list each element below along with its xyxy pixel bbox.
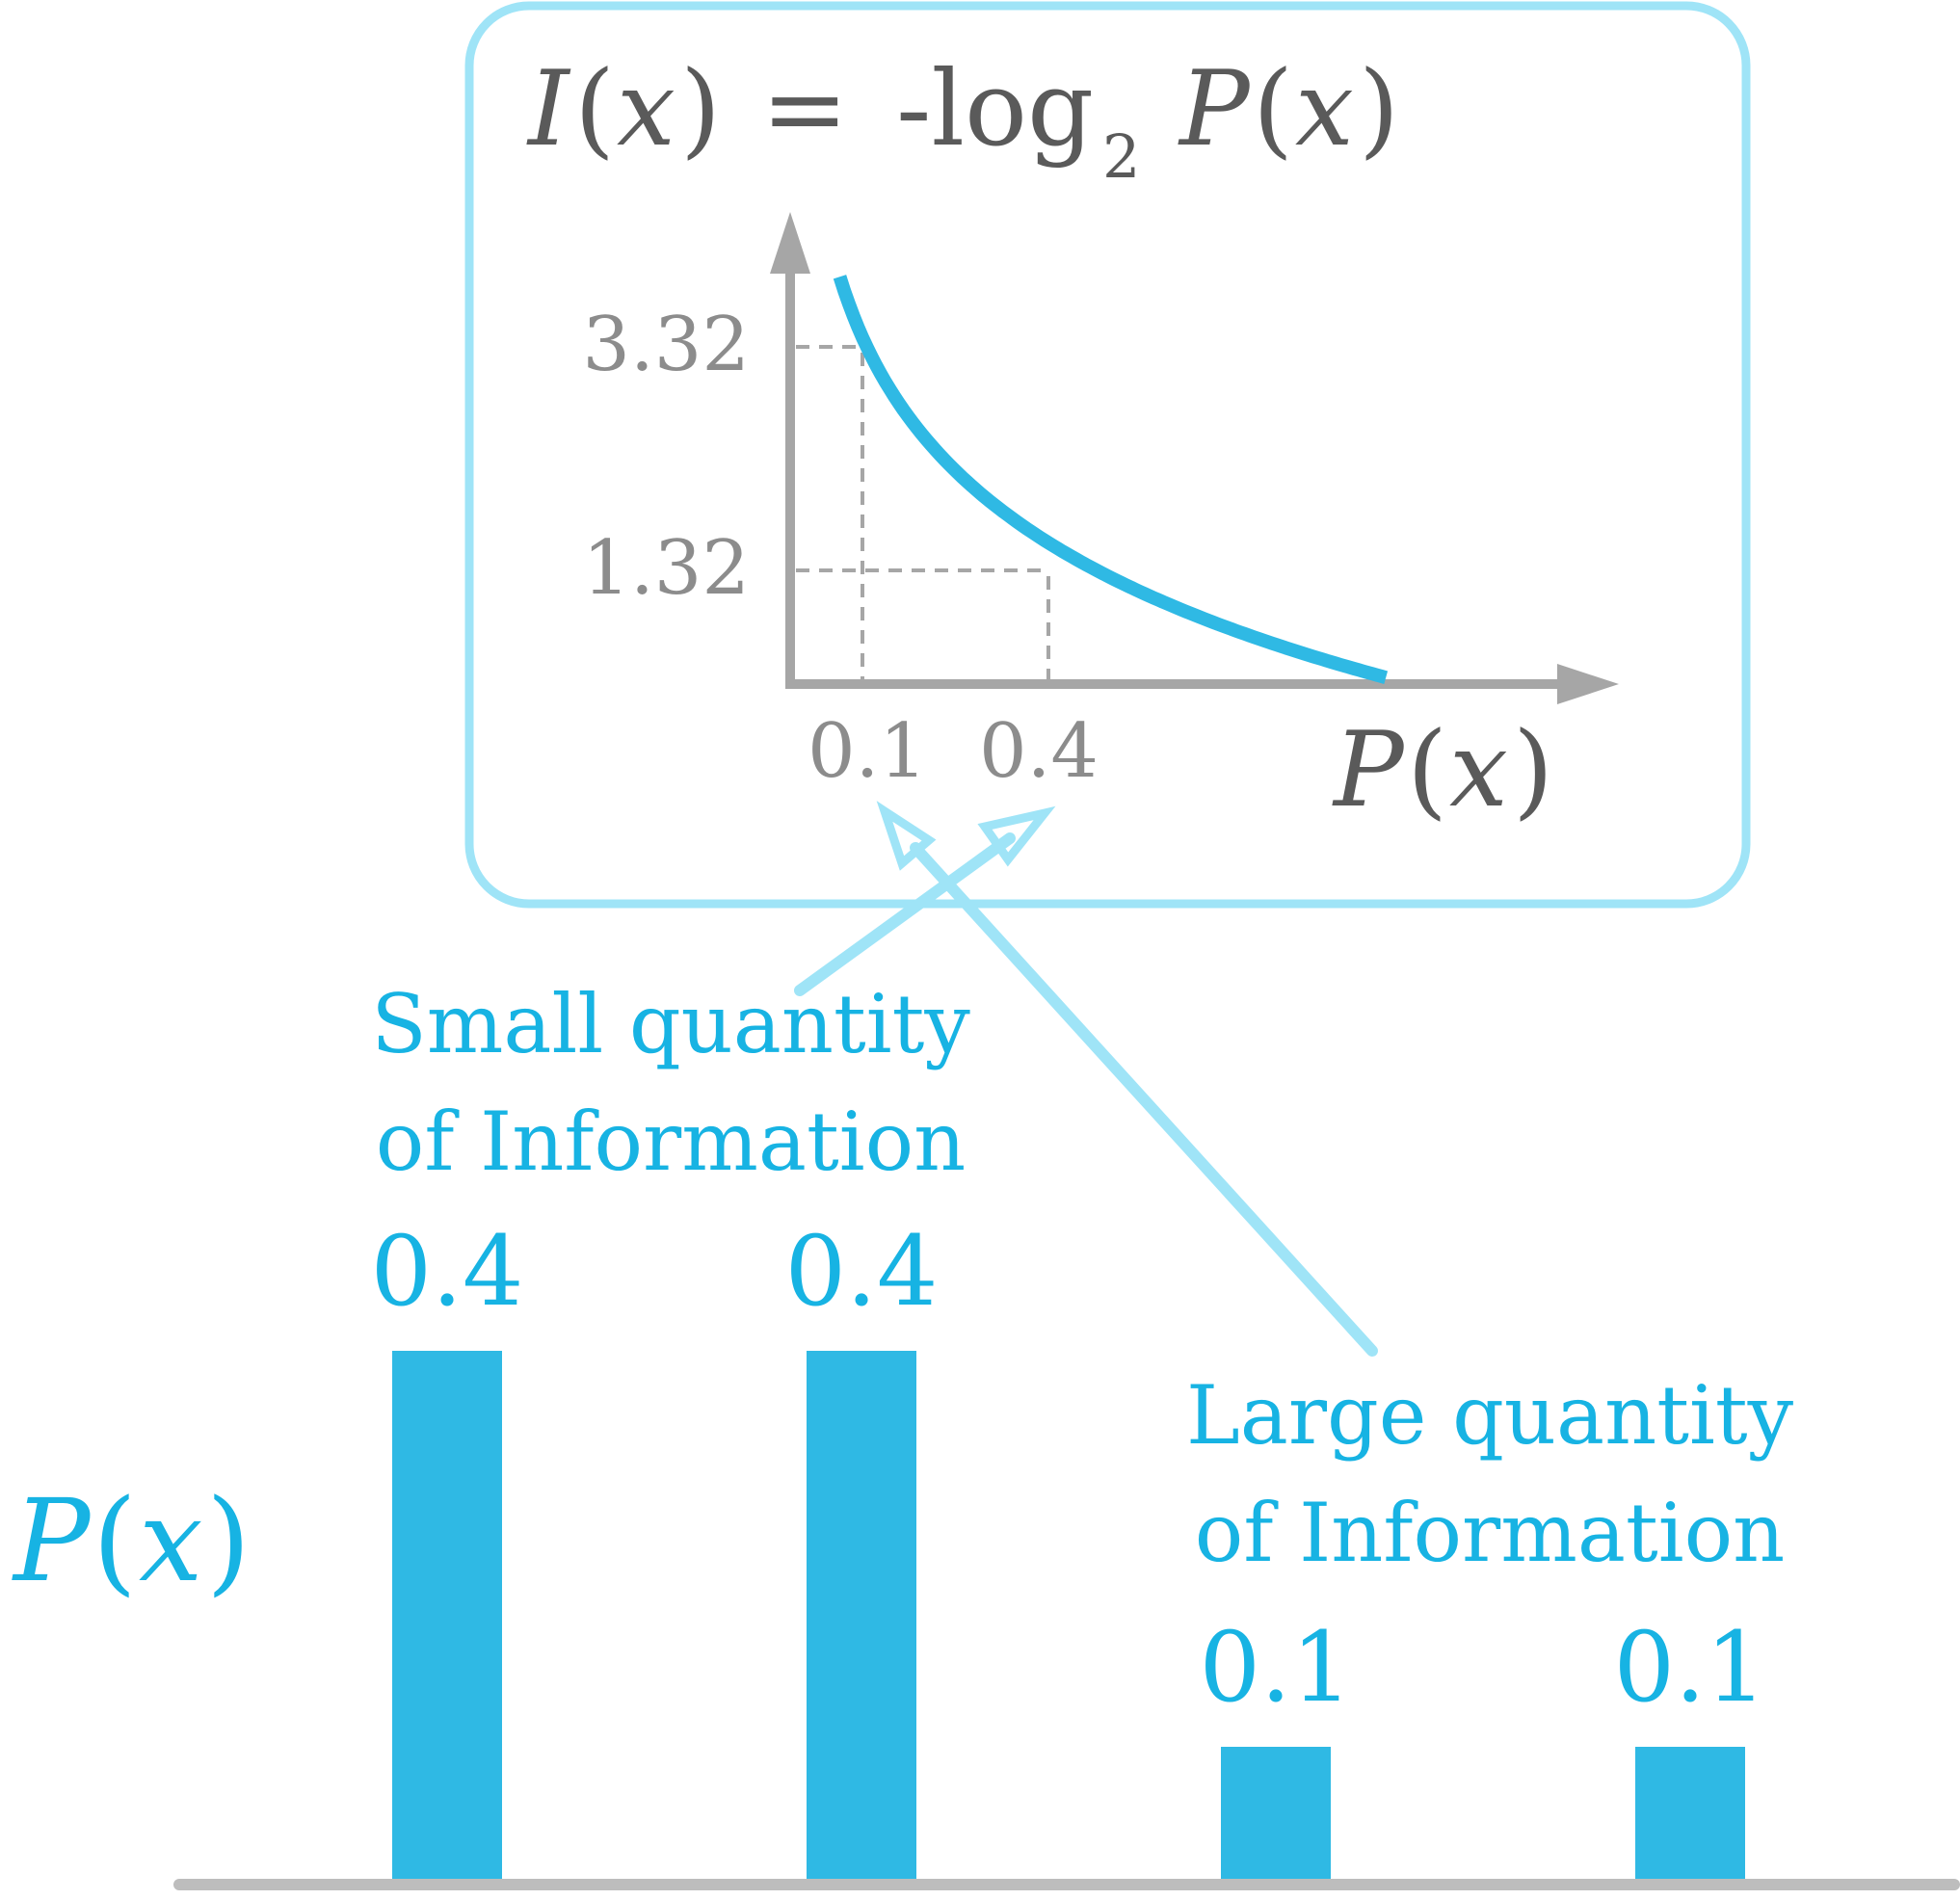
y-tick-3-32: 3.32 <box>582 302 750 388</box>
formula-rhs-var: x <box>1295 49 1354 170</box>
inset-x-label-open: ( <box>1407 710 1447 831</box>
bar-label-close: ) <box>206 1474 251 1607</box>
y-tick-1-32: 1.32 <box>582 525 750 612</box>
formula-log-base: 2 <box>1102 121 1140 192</box>
inset-y-axis-arrowhead <box>770 212 810 274</box>
annotation-small-line2: of Information <box>376 1095 967 1189</box>
formula-lhs-fn: I <box>526 49 571 170</box>
x-tick-0-4: 0.4 <box>979 708 1099 795</box>
probability-bar-labels: 0.4 0.4 0.1 0.1 <box>370 1215 1766 1724</box>
formula-lhs-close: ) <box>680 49 721 170</box>
bar-1 <box>392 1351 502 1879</box>
information-curve <box>833 275 1389 684</box>
bar-value-label-2: 0.4 <box>784 1215 938 1328</box>
arrow-small-info-head <box>977 805 1056 867</box>
inset-frame <box>464 1 1751 909</box>
bar-label-var: x <box>139 1474 203 1607</box>
inset-axes <box>770 212 1619 704</box>
formula-lhs-var: x <box>617 49 675 170</box>
formula: I ( x ) = -log 2 P ( x ) <box>526 49 1399 192</box>
bar-axis-label: P ( x ) <box>12 1474 251 1607</box>
pointer-arrows <box>794 801 1378 1357</box>
inset-guides <box>796 345 1050 680</box>
formula-rhs-close: ) <box>1359 49 1399 170</box>
inset-x-axis-label: P ( x ) <box>1332 710 1553 831</box>
formula-equals: = <box>761 49 849 170</box>
formula-neg-log: -log <box>896 49 1094 170</box>
bar-value-label-3: 0.1 <box>1199 1611 1352 1724</box>
bar-4 <box>1635 1747 1745 1879</box>
bar-3 <box>1221 1747 1331 1879</box>
bar-label-fn: P <box>12 1474 93 1607</box>
arrow-small-info <box>794 832 1016 996</box>
annotation-large-line2: of Information <box>1195 1486 1786 1580</box>
formula-lhs-open: ( <box>574 49 615 170</box>
probability-bars <box>392 1351 1745 1879</box>
inset-x-axis-arrowhead <box>1557 664 1619 704</box>
arrow-large-info <box>910 842 1378 1357</box>
bar-label-open: ( <box>93 1474 137 1607</box>
inset-x-label-fn: P <box>1332 710 1406 831</box>
bar-value-label-1: 0.4 <box>370 1215 523 1328</box>
inset-x-label-var: x <box>1449 710 1508 831</box>
annotation-small-line1: Small quantity <box>371 977 970 1071</box>
x-tick-0-1: 0.1 <box>808 708 927 795</box>
formula-rhs-open: ( <box>1253 49 1293 170</box>
formula-rhs-fn: P <box>1178 49 1252 170</box>
annotation-large-line1: Large quantity <box>1186 1368 1794 1463</box>
arrow-large-info-head <box>876 801 937 871</box>
inset-x-label-close: ) <box>1513 710 1553 831</box>
bar-value-label-4: 0.1 <box>1613 1611 1766 1724</box>
bar-2 <box>807 1351 916 1879</box>
